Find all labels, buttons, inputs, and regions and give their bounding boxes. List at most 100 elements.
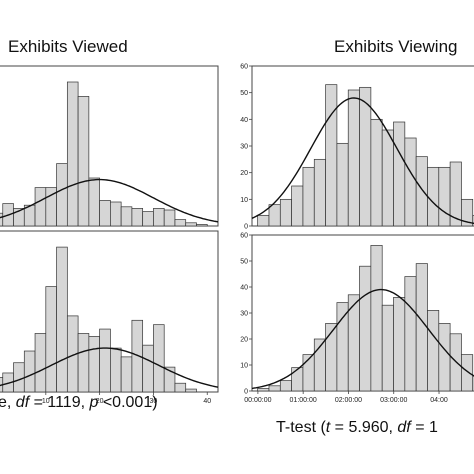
histogram-bar — [415, 263, 428, 392]
histogram-bar — [325, 84, 338, 227]
histogram-bar — [120, 356, 133, 393]
x-tick-label: 01:00:00 — [290, 397, 317, 404]
y-tick-label: 10 — [240, 363, 248, 370]
histogram-bar — [110, 201, 122, 227]
histogram-bar — [77, 96, 90, 227]
histogram-bar — [291, 185, 304, 227]
y-tick-label: 20 — [240, 337, 248, 344]
histogram-bar — [404, 276, 417, 392]
histogram-bar — [472, 214, 474, 227]
histogram-bar — [99, 200, 111, 227]
histogram-bar — [153, 324, 165, 393]
histogram-bar — [153, 208, 165, 227]
histogram-bar — [268, 385, 281, 392]
histogram-bar — [393, 121, 406, 227]
normal-curve — [251, 288, 474, 390]
histogram-bar — [325, 323, 338, 392]
histogram-bar — [56, 163, 68, 227]
x-tick-label: 30 — [150, 398, 158, 405]
histogram-bar — [0, 212, 4, 227]
histogram-bar — [336, 302, 349, 392]
normal-curve — [251, 97, 474, 225]
normal-curve — [0, 178, 219, 223]
histogram-bar — [438, 323, 451, 392]
histogram-bar — [347, 89, 360, 227]
right-caption-t-label: t — [326, 419, 331, 436]
histogram-bar — [449, 161, 462, 227]
histogram-bar — [56, 246, 68, 393]
histogram-bar — [302, 166, 315, 227]
left-caption-df-label: df — [16, 394, 31, 411]
normal-curve — [0, 347, 219, 388]
y-tick-label: 60 — [240, 233, 248, 240]
histogram-bar — [131, 319, 144, 393]
histogram-bar — [77, 333, 90, 393]
histogram-bar — [461, 198, 474, 227]
histogram-bar — [66, 81, 79, 227]
histogram-bar — [34, 333, 47, 393]
histogram-bar — [88, 336, 100, 393]
panel-right-bottom: 0 10 20 30 40 50 60 00:00:00 01:00:00 02:00:00 03:… — [240, 233, 474, 404]
y-tick-label: 10 — [240, 197, 248, 204]
right-caption-t-text: = 5.960, — [330, 419, 397, 436]
histogram-bar — [88, 177, 100, 227]
histogram-bar — [131, 208, 144, 227]
x-tick-label: 00:00:00 — [244, 397, 271, 404]
y-tick-label: 40 — [240, 117, 248, 124]
histogram-bar — [142, 211, 154, 227]
histogram-bar — [461, 354, 474, 392]
histogram-bar — [279, 380, 292, 392]
histogram-bar — [110, 347, 122, 393]
histogram-bar — [359, 86, 372, 227]
histogram-bar — [257, 214, 270, 227]
x-tick-label: 02:00:00 — [335, 397, 362, 404]
y-tick-label: 60 — [240, 64, 248, 71]
right-title: Exhibits Viewing — [334, 37, 457, 56]
y-tick-label: 0 — [244, 389, 248, 396]
panel-left-bottom: 10 20 30 40 — [0, 230, 219, 405]
y-tick-label: 40 — [240, 285, 248, 292]
histogram-bar — [268, 204, 281, 227]
left-caption-p-label: p — [88, 394, 98, 411]
left-caption-prefix: e, — [0, 394, 16, 411]
histogram-bar — [34, 187, 47, 227]
histogram-bar — [370, 118, 383, 227]
histogram-bar — [23, 350, 36, 393]
y-tick-label: 50 — [240, 90, 248, 97]
y-tick-label: 30 — [240, 144, 248, 151]
histogram-bar — [404, 137, 417, 227]
left-title: Exhibits Viewed — [8, 37, 128, 56]
histogram-bar — [415, 156, 428, 227]
histogram-bar — [174, 382, 187, 393]
histogram-bar — [45, 286, 57, 393]
histogram-bar — [438, 166, 451, 227]
histogram-bar — [120, 206, 133, 227]
histogram-bar — [163, 366, 176, 393]
histogram-bar — [185, 222, 197, 227]
histogram-bar — [313, 158, 326, 227]
histogram-bar — [163, 209, 176, 227]
histogram-bar — [472, 375, 474, 392]
panel-left-top — [0, 65, 219, 227]
histogram-bar — [185, 388, 197, 393]
y-tick-label: 20 — [240, 170, 248, 177]
panel-right-top: 0 10 20 30 40 50 60 — [240, 64, 474, 231]
right-caption: T-test (t = 5.960, df = 1 — [276, 419, 438, 436]
left-caption-p-text: <0.001) — [98, 394, 157, 411]
x-tick-label: 20 — [96, 398, 104, 405]
left-caption-df-text: = 1119, — [29, 394, 89, 411]
histogram-bar — [279, 198, 292, 227]
histogram-bar — [427, 310, 440, 392]
y-tick-label: 50 — [240, 259, 248, 266]
right-caption-test-text: T-test ( — [276, 419, 326, 436]
histogram-bar — [393, 297, 406, 392]
histogram-bar — [381, 304, 394, 392]
histogram-bar — [142, 344, 154, 393]
x-tick-label: 03:00:00 — [380, 397, 407, 404]
right-caption-df-label: df — [397, 419, 412, 436]
histogram-bar — [196, 224, 208, 227]
right-caption-df-text: = 1 — [411, 419, 438, 436]
panels-group: 10 20 30 40 0 10 20 30 40 50 60 0 10 20 30 40 50 60 00:00:… — [0, 64, 474, 405]
x-tick-label: 40 — [203, 398, 211, 405]
